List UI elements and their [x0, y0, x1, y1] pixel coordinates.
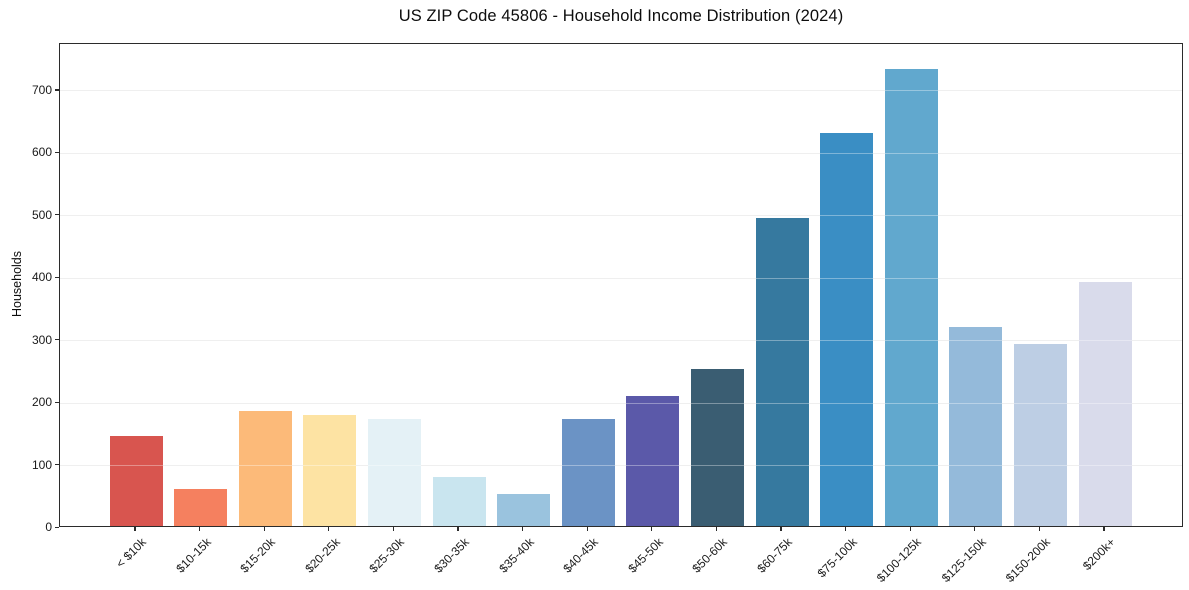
y-tick-mark-700	[55, 89, 59, 91]
x-tick-mark-4	[392, 527, 394, 531]
gridline-y400	[60, 277, 1182, 279]
x-tick-label-1: $10-15k	[172, 535, 214, 576]
gridline-y200	[60, 402, 1182, 404]
bar-10k	[109, 436, 163, 526]
y-tick-mark-200	[55, 401, 59, 403]
bar-75-100k	[820, 132, 874, 526]
y-tick-mark-100	[55, 464, 59, 466]
y-tick-mark-0	[55, 526, 59, 528]
gridline-y100	[60, 465, 1182, 467]
x-tick-mark-5	[457, 527, 459, 531]
x-tick-label-4: $25-30k	[366, 535, 408, 576]
plot-area	[59, 43, 1183, 527]
x-tick-mark-15	[1103, 527, 1105, 531]
bar-30-35k	[432, 476, 486, 526]
x-tick-mark-2	[263, 527, 265, 531]
gridline-y600	[60, 152, 1182, 154]
y-tick-label-200: 200	[31, 395, 52, 410]
x-tick-label-10: $60-75k	[754, 535, 795, 576]
x-tick-mark-12	[909, 527, 911, 531]
gridline-y100	[60, 465, 1182, 467]
x-tick-mark-10	[780, 527, 782, 531]
x-tick-mark-13	[974, 527, 976, 531]
y-tick-mark-600	[55, 151, 59, 153]
y-tick-label-300: 300	[31, 332, 52, 347]
bar-50-60k	[690, 368, 744, 526]
x-tick-mark-6	[522, 527, 524, 531]
gridline-y400	[60, 277, 1182, 279]
x-tick-label-11: $75-100k	[814, 535, 860, 581]
bar-25-30k	[367, 419, 421, 526]
bar-100-125k	[884, 69, 938, 526]
x-tick-label-13: $125-150k	[938, 535, 989, 586]
x-tick-label-5: $30-35k	[431, 535, 472, 576]
x-tick-mark-0	[134, 527, 136, 531]
y-tick-mark-300	[55, 339, 59, 341]
x-tick-mark-11	[845, 527, 847, 531]
bar-35-40k	[497, 494, 551, 526]
gridline-y700	[60, 90, 1182, 92]
bar-45-50k	[626, 396, 680, 526]
gridline-y300	[60, 340, 1182, 342]
bar-60-75k	[755, 217, 809, 526]
bar-20-25k	[303, 414, 357, 526]
x-tick-label-6: $35-40k	[495, 535, 537, 576]
gridline-y700	[60, 90, 1182, 92]
y-tick-label-400: 400	[31, 270, 52, 285]
x-tick-label-7: $40-45k	[560, 535, 602, 576]
gridline-y500	[60, 215, 1182, 217]
x-tick-label-2: $15-20k	[237, 535, 279, 576]
bar-125-150k	[949, 327, 1003, 526]
gridline-y600	[60, 152, 1182, 154]
chart-title: US ZIP Code 45806 - Household Income Dis…	[398, 7, 844, 25]
x-tick-mark-1	[199, 527, 201, 531]
x-tick-mark-3	[328, 527, 330, 531]
x-tick-label-3: $20-25k	[302, 535, 343, 576]
gridline-y500	[60, 215, 1182, 217]
bar-150-200k	[1013, 344, 1067, 526]
bar-200k	[1078, 282, 1132, 526]
x-tick-label-8: $45-50k	[625, 535, 666, 576]
bar-40-45k	[561, 419, 615, 526]
y-tick-mark-400	[55, 276, 59, 278]
x-tick-mark-7	[586, 527, 588, 531]
x-tick-label-9: $50-60k	[689, 535, 731, 576]
x-tick-mark-8	[651, 527, 653, 531]
gridline-y300	[60, 340, 1182, 342]
x-tick-label-14: $150-200k	[1003, 535, 1054, 586]
bar-15-20k	[238, 411, 292, 526]
x-tick-mark-9	[715, 527, 717, 531]
gridline-y200	[60, 402, 1182, 404]
y-tick-mark-500	[55, 214, 59, 216]
x-tick-label-15: $200k+	[1079, 535, 1118, 573]
y-tick-label-500: 500	[31, 207, 52, 222]
x-tick-mark-14	[1038, 527, 1040, 531]
y-tick-label-0: 0	[45, 520, 52, 534]
bar-10-15k	[174, 489, 228, 526]
x-tick-label-12: $100-125k	[874, 535, 925, 586]
y-tick-label-700: 700	[31, 82, 52, 97]
x-tick-label-0: < $10k	[113, 535, 149, 571]
y-tick-label-600: 600	[31, 145, 52, 160]
y-tick-label-100: 100	[31, 457, 52, 472]
